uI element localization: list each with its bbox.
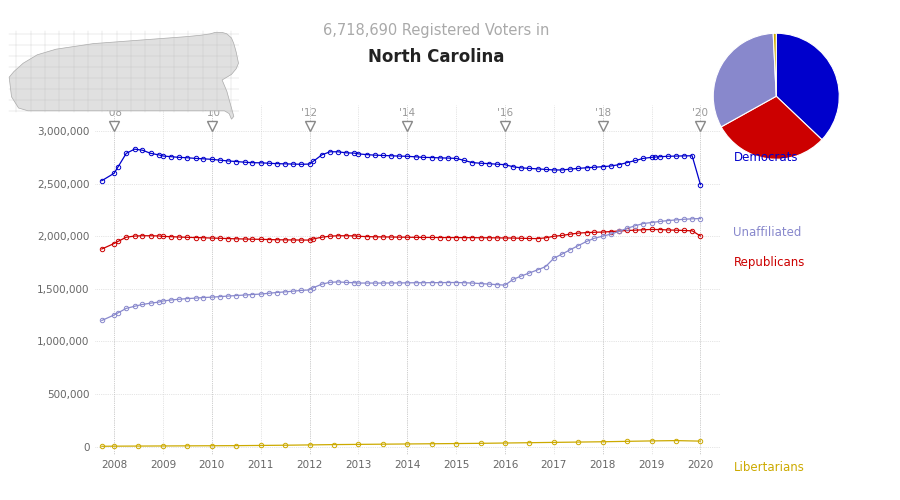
Text: Libertarians: Libertarians [734, 461, 805, 474]
Text: '20: '20 [692, 108, 708, 118]
Text: '18: '18 [595, 108, 611, 118]
Text: '08: '08 [106, 108, 122, 118]
Text: Republicans: Republicans [734, 256, 805, 269]
Wedge shape [713, 34, 776, 127]
Wedge shape [773, 33, 777, 96]
Text: '16: '16 [497, 108, 513, 118]
Text: Unaffiliated: Unaffiliated [734, 226, 802, 239]
Text: '14: '14 [400, 108, 415, 118]
Wedge shape [776, 33, 839, 140]
Text: '10: '10 [203, 108, 220, 118]
Text: Democrats: Democrats [734, 151, 798, 164]
Text: '12: '12 [302, 108, 318, 118]
Text: 6,718,690 Registered Voters in: 6,718,690 Registered Voters in [323, 22, 550, 38]
Wedge shape [721, 96, 822, 159]
Polygon shape [9, 32, 238, 119]
Text: North Carolina: North Carolina [368, 48, 505, 66]
